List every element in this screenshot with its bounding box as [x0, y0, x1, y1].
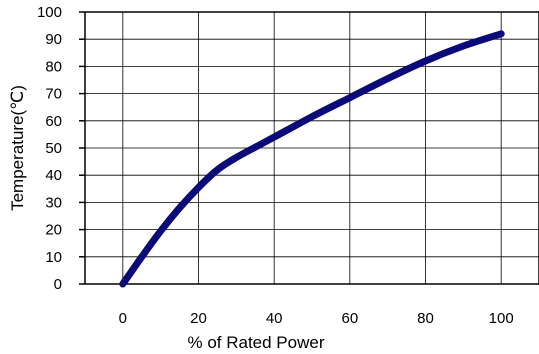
y-tick-label: 90	[45, 31, 62, 48]
x-axis-ticks: 0 20 40 60 80 100	[119, 310, 514, 327]
y-tick-label: 60	[45, 113, 62, 130]
y-tick-label: 0	[54, 276, 62, 293]
y-tick-label: 70	[45, 86, 62, 103]
x-tick-label: 20	[190, 310, 207, 327]
x-tick-label: 40	[266, 310, 283, 327]
x-tick-label: 60	[341, 310, 358, 327]
series-line	[119, 30, 505, 288]
y-tick-label: 100	[37, 4, 62, 21]
y-tick-label: 80	[45, 58, 62, 75]
x-tick-label: 0	[119, 310, 127, 327]
y-axis-ticks: 0 10 20 30 40 50 60 70 80 90 100	[37, 4, 85, 293]
x-tick-label: 100	[489, 310, 514, 327]
series-group	[119, 30, 505, 288]
y-tick-label: 30	[45, 194, 62, 211]
y-axis-title: Temperature(℃)	[8, 85, 27, 211]
x-axis-title: % of Rated Power	[187, 333, 324, 352]
y-tick-label: 40	[45, 167, 62, 184]
y-tick-label: 50	[45, 140, 62, 157]
y-tick-label: 20	[45, 222, 62, 239]
y-tick-label: 10	[45, 249, 62, 266]
x-tick-label: 80	[417, 310, 434, 327]
